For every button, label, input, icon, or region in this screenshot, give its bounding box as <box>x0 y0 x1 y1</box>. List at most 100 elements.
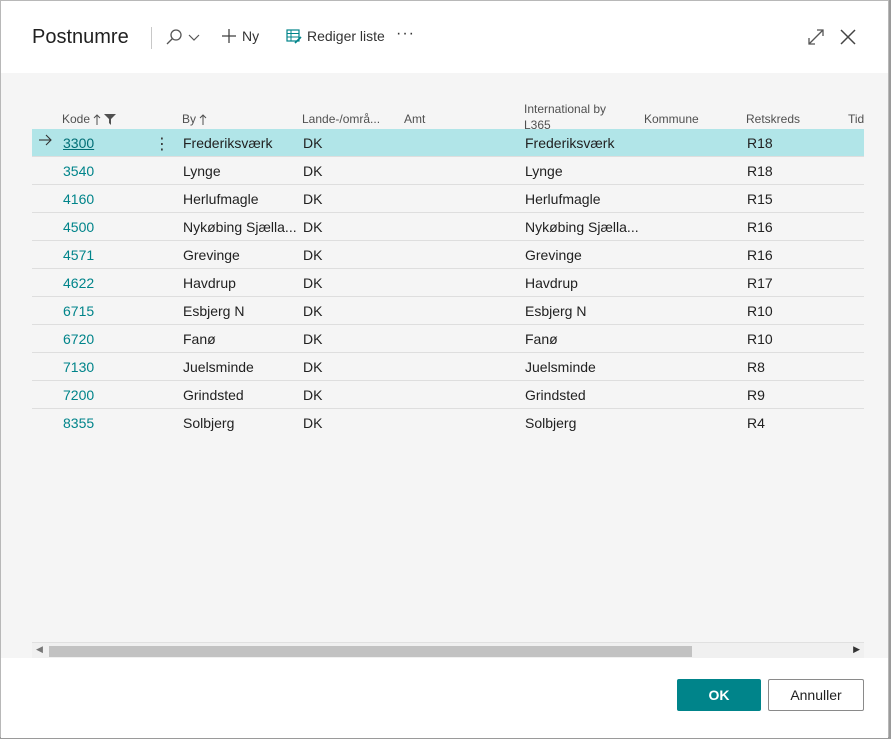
city-cell: Nykøbing Sjælla... <box>183 219 297 235</box>
new-button-label: Ny <box>242 28 260 44</box>
scroll-right-icon[interactable]: ▶ <box>853 644 860 654</box>
code-link[interactable]: 4500 <box>63 219 95 235</box>
search-icon <box>166 29 182 45</box>
search-button[interactable] <box>165 28 200 46</box>
chevron-down-icon <box>188 34 200 41</box>
table-row[interactable]: 4160 Herlufmagle DK Herlufmagle R15 <box>32 185 864 213</box>
close-icon[interactable] <box>839 28 857 46</box>
retskreds-cell: R15 <box>747 191 773 207</box>
international-city-cell: Grevinge <box>525 247 582 263</box>
column-label-amt: Amt <box>404 112 426 126</box>
row-actions-icon[interactable]: ⋮ <box>154 136 170 153</box>
table-row[interactable]: 4500 Nykøbing Sjælla... DK Nykøbing Sjæl… <box>32 213 864 241</box>
city-cell: Solbjerg <box>183 415 235 431</box>
cancel-button[interactable]: Annuller <box>768 679 864 711</box>
filter-icon <box>104 113 117 125</box>
retskreds-cell: R16 <box>747 247 773 263</box>
code-link[interactable]: 8355 <box>63 415 95 431</box>
table-row[interactable]: 4571 Grevinge DK Grevinge R16 <box>32 241 864 269</box>
city-cell: Fanø <box>183 331 216 347</box>
scrollbar-thumb[interactable] <box>49 646 692 657</box>
city-cell: Havdrup <box>183 275 236 291</box>
current-row-arrow-icon <box>39 134 52 146</box>
column-label-international-by: International by L365 <box>524 102 607 132</box>
edit-list-label: Rediger liste <box>307 28 385 44</box>
table-row[interactable]: 7130 Juelsminde DK Juelsminde R8 <box>32 353 864 381</box>
retskreds-cell: R16 <box>747 219 773 235</box>
table-row[interactable]: 4622 Havdrup DK Havdrup R17 <box>32 269 864 297</box>
country-cell: DK <box>303 275 323 291</box>
retskreds-cell: R10 <box>747 303 773 319</box>
edit-list-icon <box>286 29 302 44</box>
page-title: Postnumre <box>32 26 129 48</box>
international-city-cell: Havdrup <box>525 275 578 291</box>
table-row[interactable]: 8355 Solbjerg DK Solbjerg R4 <box>32 409 864 436</box>
new-button[interactable]: Ny <box>221 28 259 44</box>
code-link[interactable]: 6720 <box>63 331 95 347</box>
city-cell: Esbjerg N <box>183 303 245 319</box>
list-content: Kode By <box>1 73 888 660</box>
table-row[interactable]: 6715 Esbjerg N DK Esbjerg N R10 <box>32 297 864 325</box>
retskreds-cell: R18 <box>747 135 773 151</box>
international-city-cell: Frederiksværk <box>525 135 615 151</box>
country-cell: DK <box>303 303 323 319</box>
international-city-cell: Grindsted <box>525 387 586 403</box>
expand-icon[interactable] <box>807 28 825 46</box>
country-cell: DK <box>303 247 323 263</box>
international-city-cell: Fanø <box>525 331 558 347</box>
edit-list-button[interactable]: Rediger liste <box>286 28 385 44</box>
column-label-tid: Tid <box>848 112 864 126</box>
city-cell: Herlufmagle <box>183 191 259 207</box>
international-city-cell: Solbjerg <box>525 415 577 431</box>
plus-icon <box>222 29 236 43</box>
city-cell: Grevinge <box>183 247 240 263</box>
toolbar-divider <box>151 27 152 49</box>
retskreds-cell: R18 <box>747 163 773 179</box>
international-city-cell: Juelsminde <box>525 359 596 375</box>
more-options-button[interactable]: ··· <box>396 25 415 42</box>
column-label-kode: Kode <box>62 112 91 126</box>
code-link[interactable]: 7130 <box>63 359 95 375</box>
retskreds-cell: R10 <box>747 331 773 347</box>
code-link[interactable]: 4622 <box>63 275 95 291</box>
table-row[interactable]: 6720 Fanø DK Fanø R10 <box>32 325 864 353</box>
postcode-grid: Kode By <box>32 88 864 643</box>
country-cell: DK <box>303 163 323 179</box>
table-row[interactable]: 7200 Grindsted DK Grindsted R9 <box>32 381 864 409</box>
country-cell: DK <box>303 135 323 151</box>
code-link[interactable]: 6715 <box>63 303 95 319</box>
code-link[interactable]: 4160 <box>63 191 95 207</box>
international-city-cell: Esbjerg N <box>525 303 587 319</box>
retskreds-cell: R8 <box>747 359 765 375</box>
country-cell: DK <box>303 387 323 403</box>
international-city-cell: Herlufmagle <box>525 191 601 207</box>
column-label-retskreds: Retskreds <box>746 112 801 126</box>
table-row[interactable]: 3540 Lynge DK Lynge R18 <box>32 157 864 185</box>
country-cell: DK <box>303 219 323 235</box>
city-cell: Grindsted <box>183 387 244 403</box>
code-link[interactable]: 4571 <box>63 247 95 263</box>
dialog-footer: OK Annuller <box>1 658 888 738</box>
sort-ascending-icon <box>93 113 101 125</box>
country-cell: DK <box>303 415 323 431</box>
sort-ascending-icon <box>199 113 207 125</box>
code-link[interactable]: 7200 <box>63 387 95 403</box>
city-cell: Juelsminde <box>183 359 254 375</box>
international-city-cell: Nykøbing Sjælla... <box>525 219 639 235</box>
international-city-cell: Lynge <box>525 163 563 179</box>
city-cell: Frederiksværk <box>183 135 273 151</box>
ok-button[interactable]: OK <box>677 679 761 711</box>
dialog-header: Postnumre Ny <box>1 1 888 73</box>
code-link[interactable]: 3540 <box>63 163 95 179</box>
retskreds-cell: R17 <box>747 275 773 291</box>
scroll-left-icon[interactable]: ◀ <box>36 644 43 654</box>
retskreds-cell: R4 <box>747 415 765 431</box>
table-row[interactable]: 3300 ⋮ Frederiksværk DK Frederiksværk R1… <box>32 129 864 157</box>
code-link[interactable]: 3300 <box>63 135 95 151</box>
country-cell: DK <box>303 191 323 207</box>
retskreds-cell: R9 <box>747 387 765 403</box>
country-cell: DK <box>303 331 323 347</box>
horizontal-scrollbar[interactable]: ◀ ▶ <box>32 642 864 660</box>
city-cell: Lynge <box>183 163 221 179</box>
